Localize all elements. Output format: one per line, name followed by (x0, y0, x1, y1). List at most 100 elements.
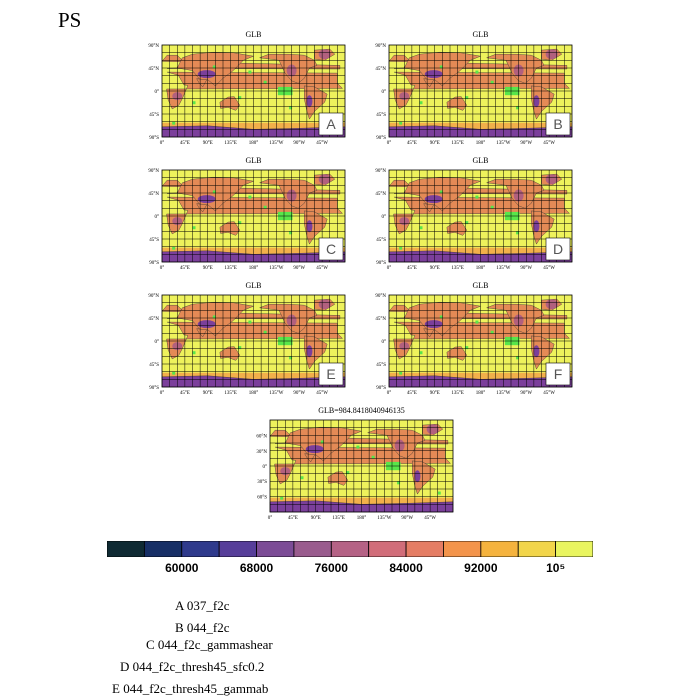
y-tick-label: 45°S (149, 113, 159, 118)
x-tick-label: 45°W (316, 266, 328, 271)
y-tick-label: 45°N (375, 317, 386, 322)
y-tick-label: 45°S (149, 363, 159, 368)
continent-shape (446, 221, 468, 236)
y-tick-label: 45°N (148, 67, 159, 72)
continent-shape (446, 96, 468, 111)
x-tick-label: 0° (387, 391, 392, 396)
x-tick-label: 135°W (269, 391, 283, 396)
x-tick-label: 90°E (203, 141, 213, 146)
panel-letter-label: B (553, 116, 562, 132)
x-tick-label: 135°E (451, 141, 464, 146)
x-tick-label: 135°E (332, 516, 345, 521)
continent-shape (327, 471, 349, 486)
continent-shape (304, 453, 316, 463)
x-tick-label: 45°E (180, 266, 190, 271)
x-tick-label: 0° (387, 141, 392, 146)
x-tick-label: 90°W (293, 141, 305, 146)
x-tick-label: 90°W (293, 266, 305, 271)
legend-entry-d: D 044_f2c_thresh45_sfc0.2 (120, 659, 265, 674)
y-tick-label: 0° (155, 215, 160, 220)
colorbar-swatch (480, 541, 519, 557)
x-tick-label: 135°W (496, 266, 510, 271)
y-tick-label: 90°N (148, 294, 159, 299)
continent-shape (446, 346, 468, 361)
x-tick-label: 135°E (224, 266, 237, 271)
continent-shape (423, 328, 435, 338)
x-tick-label: 45°W (316, 391, 328, 396)
colorbar (107, 541, 593, 557)
x-tick-label: 90°W (520, 141, 532, 146)
y-tick-label: 90°N (375, 169, 386, 174)
y-tick-label: 45°S (376, 238, 386, 243)
colorbar-tick-label: 92000 (464, 561, 498, 575)
y-tick-label: 45°N (148, 317, 159, 322)
continent-shape (196, 203, 208, 213)
colorbar-tick-label: 60000 (165, 561, 199, 575)
colorbar-swatch (368, 541, 407, 557)
y-tick-label: 90°S (149, 136, 159, 141)
y-tick-label: 45°S (376, 113, 386, 118)
x-tick-label: 0° (160, 141, 165, 146)
x-tick-label: 45°W (543, 141, 555, 146)
x-tick-label: 90°E (430, 391, 440, 396)
legend-entry-a: A 037_f2c (175, 598, 230, 613)
x-tick-label: 90°W (401, 516, 413, 521)
x-tick-label: 135°W (377, 516, 391, 521)
legend-entry-b: B 044_f2c (175, 620, 230, 635)
colorbar-swatch (107, 541, 145, 557)
continent-shape (423, 78, 435, 88)
x-tick-label: 180° (357, 516, 367, 521)
continent-shape (219, 96, 241, 111)
colorbar-swatch (143, 541, 183, 557)
x-tick-label: 180° (249, 391, 259, 396)
x-tick-label: 135°W (269, 266, 283, 271)
y-tick-label: 90°S (376, 261, 386, 266)
y-tick-label: 0° (382, 90, 387, 95)
continent-shape (219, 221, 241, 236)
y-tick-label: 90°S (376, 136, 386, 141)
panel-letter-label: F (554, 366, 563, 382)
map-panel-f: 90°N45°N0°45°S90°S0° 45°E 90°E 135°E 180° 135… (375, 294, 573, 396)
y-tick-label: 90°N (375, 44, 386, 49)
y-tick-label: 90°S (376, 386, 386, 391)
y-tick-label: 0° (155, 90, 160, 95)
y-tick-label: 0° (155, 340, 160, 345)
map-panel-g: 60°N 30°N 0° 30°S 60°S 0° 45°E 90°E 135°E 180° 135… (256, 419, 454, 521)
x-tick-label: 0° (160, 391, 165, 396)
colorbar-tick-label: 10⁵ (546, 561, 566, 575)
legend-entry-e: E 044_f2c_thresh45_gammab (112, 681, 269, 696)
y-tick-label: 0° (382, 340, 387, 345)
colorbar-swatch (181, 541, 220, 557)
map-panel-a: 90°N45°N0°45°S90°S0° 45°E 90°E 135°E 180° 135… (148, 44, 346, 146)
x-tick-label: 90°E (203, 266, 213, 271)
x-tick-label: 90°E (311, 516, 321, 521)
panel-title-c: GLB (245, 156, 262, 165)
panel-title-g: GLB=984.8418040946135 (318, 406, 405, 415)
map-panel-e: 90°N45°N0°45°S90°S0° 45°E 90°E 135°E 180° 135… (148, 294, 346, 396)
y-tick-label: 45°N (375, 192, 386, 197)
x-tick-label: 0° (160, 266, 165, 271)
legend-entry-c: C 044_f2c_gammashear (146, 637, 273, 652)
x-tick-label: 180° (476, 266, 486, 271)
continent-shape (196, 328, 208, 338)
x-tick-label: 45°E (407, 391, 417, 396)
map-panel-b: 90°N45°N0°45°S90°S0° 45°E 90°E 135°E 180° 135… (375, 44, 573, 146)
x-tick-label: 45°W (543, 391, 555, 396)
x-tick-label: 90°E (430, 266, 440, 271)
x-tick-label: 0° (387, 266, 392, 271)
y-tick-label: 90°N (148, 44, 159, 49)
y-tick-label: 45°N (375, 67, 386, 72)
panel-letter-label: C (326, 241, 336, 257)
x-tick-label: 180° (476, 141, 486, 146)
page-title: PS (58, 8, 82, 32)
y-tick-label: 60°N (256, 435, 267, 440)
x-tick-label: 45°E (407, 141, 417, 146)
map-panel-c: 90°N45°N0°45°S90°S0° 45°E 90°E 135°E 180° 135… (148, 169, 346, 271)
panel-letter-label: E (326, 366, 335, 382)
y-tick-label: 60°S (257, 495, 267, 500)
y-tick-label: 90°S (149, 386, 159, 391)
panel-letter-label: D (553, 241, 563, 257)
colorbar-swatch (517, 541, 557, 557)
colorbar-swatch (405, 541, 444, 557)
y-tick-label: 90°N (375, 294, 386, 299)
